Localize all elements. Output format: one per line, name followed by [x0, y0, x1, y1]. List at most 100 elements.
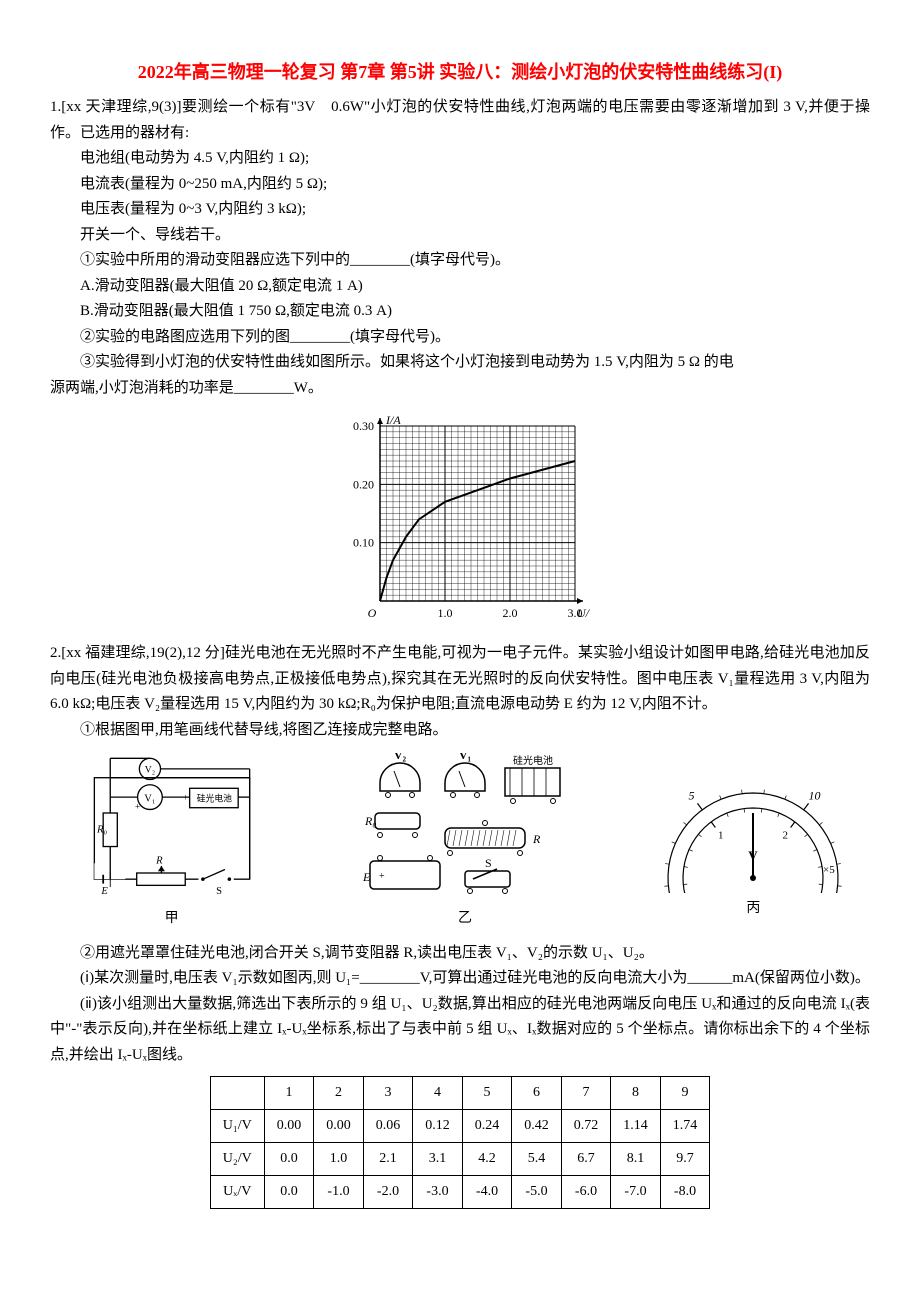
voltmeter-dial: 0510150123V×5: [658, 763, 848, 893]
caption-c: 丙: [658, 897, 848, 921]
q1-tail: 源两端,小灯泡消耗的功率是________W。: [50, 376, 870, 402]
svg-text:0.20: 0.20: [353, 478, 374, 492]
table-cell: 0.0: [264, 1143, 314, 1176]
svg-text:U/V: U/V: [577, 606, 590, 620]
page-title: 2022年高三物理一轮复习 第7章 第5讲 实验八：测绘小灯泡的伏安特性曲线练习…: [50, 60, 870, 85]
table-header: [210, 1077, 264, 1110]
svg-text:+: +: [379, 871, 385, 882]
table-cell: 9.7: [660, 1143, 710, 1176]
table-cell: 3.1: [413, 1143, 463, 1176]
table-header: 4: [413, 1077, 463, 1110]
q2-step: ②用遮光罩罩住硅光电池,闭合开关 S,调节变阻器 R,读出电压表 V₁、V₂的示…: [50, 941, 870, 967]
svg-text:O: O: [368, 606, 377, 620]
table-header: 1: [264, 1077, 314, 1110]
table-header: 7: [561, 1077, 611, 1110]
svg-text:V₁: V₁: [459, 753, 472, 762]
table-cell: 6.7: [561, 1143, 611, 1176]
table-cell: -7.0: [611, 1175, 661, 1208]
q1-item: A.滑动变阻器(最大阻值 20 Ω,额定电流 1 A): [50, 274, 870, 300]
table-cell: U₂/V: [210, 1143, 264, 1176]
iv-curve-chart: O1.02.03.00.100.200.30U/VI/A: [330, 411, 590, 631]
q1-header: 1.[xx 天津理综,9(3)]要测绘一个标有"3V 0.6W"小灯泡的伏安特性…: [50, 95, 870, 146]
svg-text:V₁: V₁: [144, 794, 155, 805]
svg-text:0: 0: [700, 892, 706, 894]
table-header: 2: [314, 1077, 364, 1110]
svg-text:硅光电池: 硅光电池: [196, 793, 231, 804]
table-cell: U₁/V: [210, 1110, 264, 1143]
svg-text:R: R: [532, 832, 541, 846]
svg-text:R₀: R₀: [364, 814, 377, 828]
q1-item: ③实验得到小灯泡的伏安特性曲线如图所示。如果将这个小灯泡接到电动势为 1.5 V…: [50, 350, 870, 376]
svg-text:0.10: 0.10: [353, 536, 374, 550]
svg-text:0.30: 0.30: [353, 419, 374, 433]
data-table: 123456789 U₁/V0.000.000.060.120.240.420.…: [210, 1076, 711, 1208]
table-cell: 0.06: [363, 1110, 413, 1143]
svg-text:S: S: [485, 856, 492, 870]
svg-text:E: E: [362, 870, 371, 884]
table-cell: 4.2: [462, 1143, 512, 1176]
svg-text:V₂: V₂: [144, 765, 154, 776]
table-cell: -3.0: [413, 1175, 463, 1208]
table-cell: 1.0: [314, 1143, 364, 1176]
table-cell: 0.42: [512, 1110, 562, 1143]
table-cell: Uₓ/V: [210, 1175, 264, 1208]
svg-text:10: 10: [809, 789, 821, 803]
table-cell: -4.0: [462, 1175, 512, 1208]
svg-text:V₂: V₂: [394, 753, 407, 762]
svg-text:+: +: [182, 793, 187, 804]
svg-text:2.0: 2.0: [503, 606, 518, 620]
q2-step: ①根据图甲,用笔画线代替导线,将图乙连接成完整电路。: [50, 718, 870, 744]
q1-item: ①实验中所用的滑动变阻器应选下列中的________(填字母代号)。: [50, 248, 870, 274]
table-cell: 5.4: [512, 1143, 562, 1176]
q1-item: ②实验的电路图应选用下列的图________(填字母代号)。: [50, 325, 870, 351]
circuit-diagram-b: V₂ V₁ 硅光电池 R₀ R E + S: [355, 753, 575, 903]
table-cell: 0.00: [314, 1110, 364, 1143]
q1-item: 电池组(电动势为 4.5 V,内阻约 1 Ω);: [50, 146, 870, 172]
table-cell: 0.12: [413, 1110, 463, 1143]
table-cell: 8.1: [611, 1143, 661, 1176]
table-header: 6: [512, 1077, 562, 1110]
q2-step: (ⅰ)某次测量时,电压表 V₁示数如图丙,则 U₁=________V,可算出通…: [50, 966, 870, 992]
caption-b: 乙: [355, 907, 575, 931]
table-cell: 0.72: [561, 1110, 611, 1143]
table-cell: 1.14: [611, 1110, 661, 1143]
table-cell: 0.0: [264, 1175, 314, 1208]
svg-text:5: 5: [689, 789, 695, 803]
svg-text:硅光电池: 硅光电池: [513, 754, 553, 767]
q1-item: 开关一个、导线若干。: [50, 223, 870, 249]
table-header: 8: [611, 1077, 661, 1110]
table-cell: 1.74: [660, 1110, 710, 1143]
q1-item: 电压表(量程为 0~3 V,内阻约 3 kΩ);: [50, 197, 870, 223]
q2-header: 2.[xx 福建理综,19(2),12 分]硅光电池在无光照时不产生电能,可视为…: [50, 641, 870, 718]
chart1-container: O1.02.03.00.100.200.30U/VI/A: [50, 411, 870, 631]
svg-text:2: 2: [783, 830, 789, 842]
svg-text:1.0: 1.0: [438, 606, 453, 620]
table-cell: -8.0: [660, 1175, 710, 1208]
svg-text:E: E: [100, 886, 108, 897]
q1-item: B.滑动变阻器(最大阻值 1 750 Ω,额定电流 0.3 A): [50, 299, 870, 325]
table-header: 5: [462, 1077, 512, 1110]
svg-text:×5: ×5: [823, 864, 835, 876]
table-cell: -2.0: [363, 1175, 413, 1208]
table-cell: 0.00: [264, 1110, 314, 1143]
table-header: 3: [363, 1077, 413, 1110]
svg-text:I/A: I/A: [385, 413, 401, 427]
svg-text:R: R: [155, 855, 163, 866]
table-cell: -1.0: [314, 1175, 364, 1208]
svg-text:3: 3: [801, 892, 807, 894]
svg-text:V: V: [749, 848, 759, 863]
circuit-figures: E S R R₀ V₁ + V₂ 硅光电池 + 甲 V₂ V₁ 硅光电池 R₀ R E + S 乙 0 5 10 1…: [50, 753, 870, 931]
svg-text:S: S: [216, 886, 222, 897]
table-cell: 2.1: [363, 1143, 413, 1176]
svg-text:+: +: [135, 802, 140, 813]
table-cell: 0.24: [462, 1110, 512, 1143]
table-cell: -6.0: [561, 1175, 611, 1208]
table-header: 9: [660, 1077, 710, 1110]
q1-item: 电流表(量程为 0~250 mA,内阻约 5 Ω);: [50, 172, 870, 198]
circuit-diagram-a: E S R R₀ V₁ + V₂ 硅光电池 +: [72, 753, 272, 903]
svg-text:R₀: R₀: [96, 825, 107, 836]
q2-step: (ⅱ)该小组测出大量数据,筛选出下表所示的 9 组 U₁、U₂数据,算出相应的硅…: [50, 992, 870, 1069]
table-cell: -5.0: [512, 1175, 562, 1208]
caption-a: 甲: [72, 907, 272, 931]
svg-text:1: 1: [718, 830, 724, 842]
